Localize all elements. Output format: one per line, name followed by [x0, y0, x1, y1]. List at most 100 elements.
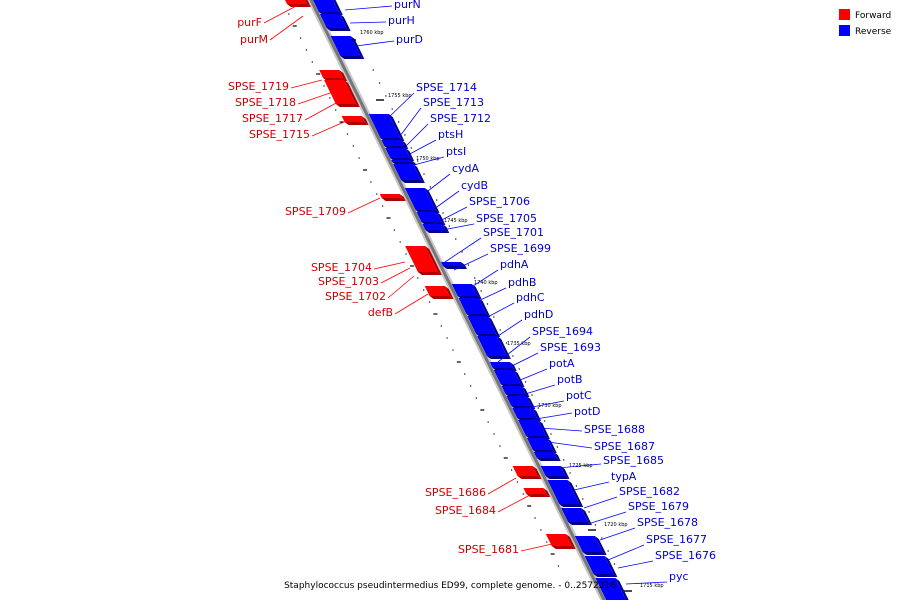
gene-label[interactable]: purD [396, 33, 423, 46]
gene-label[interactable]: pdhD [524, 308, 553, 321]
gene-label[interactable]: SPSE_1714 [416, 81, 477, 94]
legend-reverse-label: Reverse [855, 27, 892, 37]
gene-leader-line [499, 352, 539, 373]
gene-label[interactable]: SPSE_1699 [490, 242, 551, 255]
gene-label[interactable]: SPSE_1705 [476, 212, 537, 225]
gene-block-side [594, 536, 607, 555]
gene-label[interactable]: SPSE_1687 [594, 440, 655, 453]
gene-label[interactable]: SPSE_1701 [483, 226, 544, 239]
gene-leader-line [607, 544, 645, 561]
gene-block-face [501, 386, 526, 394]
gene-label[interactable]: SPSE_1718 [235, 96, 296, 109]
guide-dot [480, 290, 482, 292]
gene-block-side [361, 116, 369, 125]
gene-leader-line [263, 3, 301, 24]
gene-block-face [379, 194, 402, 198]
map-caption: Staphylococcus pseudintermedius ED99, co… [284, 581, 616, 591]
gene-block-side [567, 480, 584, 507]
gene-label[interactable]: pdhC [516, 291, 545, 304]
gene-label[interactable]: SPSE_1694 [532, 325, 593, 338]
gene-block-side [581, 508, 592, 525]
guide-dot [288, 13, 290, 15]
gene-label[interactable]: SPSE_1702 [325, 290, 386, 303]
gene-label[interactable]: SPSE_1706 [469, 195, 530, 208]
guide-dot [436, 199, 438, 201]
gene-label[interactable]: defB [368, 306, 393, 319]
gene-label[interactable]: purH [388, 14, 415, 27]
gene-label[interactable]: SPSE_1685 [603, 454, 664, 467]
gene-label[interactable]: SPSE_1677 [646, 533, 707, 546]
gene-label[interactable]: SPSE_1678 [637, 516, 698, 529]
guide-dot [417, 277, 419, 279]
gene-label[interactable]: SPSE_1679 [628, 500, 689, 513]
gene-label[interactable]: potB [557, 373, 583, 386]
gene-block-face [391, 160, 413, 162]
gene-label[interactable]: ptsH [438, 128, 463, 141]
guide-dot [417, 160, 419, 162]
gene-label[interactable]: SPSE_1684 [435, 504, 496, 517]
gene-label[interactable]: SPSE_1688 [584, 423, 645, 436]
gene-leader-line [617, 560, 654, 569]
gene-label[interactable]: pyc [669, 570, 689, 583]
guide-dot [404, 134, 406, 136]
gene-block-face [368, 114, 401, 138]
gene-block-face [540, 466, 566, 476]
gene-block-edge [567, 522, 592, 525]
tick-label: 1750 kbp [416, 156, 440, 162]
gene-label[interactable]: typA [611, 470, 637, 483]
gene-block-face [584, 556, 614, 574]
gene-label[interactable]: ptsI [446, 145, 466, 158]
gene-label[interactable]: potD [574, 405, 601, 418]
guide-dot [563, 459, 565, 461]
guide-dot [486, 303, 489, 305]
gene-label[interactable]: SPSE_1703 [318, 275, 379, 288]
gene-label[interactable]: potC [566, 389, 592, 402]
gene-label[interactable]: SPSE_1676 [655, 549, 716, 562]
gene-block-edge [335, 104, 360, 107]
gene-leader-line [431, 206, 468, 226]
gene-label[interactable]: SPSE_1693 [540, 341, 601, 354]
gene-label[interactable]: cydB [461, 179, 488, 192]
gene-leader-line [373, 261, 406, 270]
guide-dot [423, 289, 425, 291]
guide-dot [516, 481, 519, 483]
gene-block-side [560, 466, 570, 479]
gene-label[interactable]: purF [237, 16, 262, 29]
guide-dot [588, 511, 590, 513]
gene-label[interactable]: SPSE_1712 [430, 112, 491, 125]
gene-label[interactable]: potA [549, 357, 575, 370]
guide-dot [556, 446, 558, 448]
gene-block-typA [547, 480, 584, 507]
gene-leader-line [403, 123, 429, 149]
gene-label[interactable]: purN [394, 0, 421, 11]
gene-label[interactable]: SPSE_1686 [425, 486, 486, 499]
gene-label[interactable]: SPSE_1681 [458, 543, 519, 556]
gene-block-side [565, 534, 576, 549]
gene-block-side [411, 160, 417, 165]
gene-block-SPSE_1718 [324, 80, 360, 107]
gene-leader-line [475, 287, 507, 303]
gene-leader-line [497, 336, 531, 363]
gene-block-side [487, 316, 501, 337]
gene-label[interactable]: SPSE_1682 [619, 485, 680, 498]
legend-forward-label: Forward [855, 11, 891, 21]
gene-label[interactable]: SPSE_1709 [285, 205, 346, 218]
gene-label[interactable]: SPSE_1713 [423, 96, 484, 109]
gene-label[interactable]: SPSE_1719 [228, 80, 289, 93]
guide-dot [378, 82, 381, 84]
gene-label[interactable]: SPSE_1715 [249, 128, 310, 141]
gene-block-edge [429, 296, 454, 299]
gene-block-side [344, 80, 360, 107]
gene-block-pyc [595, 578, 629, 600]
gene-leader-line [515, 400, 565, 411]
gene-block-SPSE_1676 [584, 556, 618, 577]
gene-leader-line [481, 302, 515, 321]
gene-label[interactable]: pdhA [500, 258, 529, 271]
gene-label[interactable]: pdhB [508, 276, 536, 289]
gene-label[interactable]: SPSE_1717 [242, 112, 303, 125]
gene-label[interactable]: SPSE_1704 [311, 261, 372, 274]
gene-block-side [471, 284, 482, 299]
gene-label[interactable]: purM [240, 33, 268, 46]
guide-dot [569, 472, 571, 474]
gene-label[interactable]: cydA [452, 162, 480, 175]
